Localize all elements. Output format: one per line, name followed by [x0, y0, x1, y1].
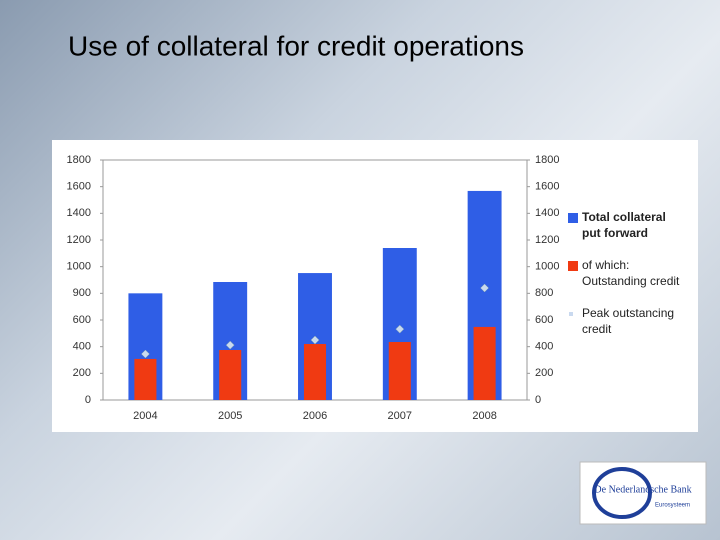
y2-tick-label: 1800 [535, 154, 559, 166]
y2-tick-label: 1200 [535, 234, 559, 246]
y-tick-label: 1800 [67, 154, 91, 166]
y2-tick-label: 800 [535, 287, 553, 299]
bar [134, 358, 157, 400]
x-tick-label: 2006 [303, 410, 327, 422]
logo: De Nederlandsche Bank Eurosysteem [579, 461, 707, 525]
y-tick-label: 0 [85, 394, 91, 406]
y-tick-label: 600 [73, 314, 91, 326]
legend-label: of which: Outstanding credit [582, 258, 680, 288]
y2-tick-label: 1000 [535, 261, 559, 273]
legend-label: Peak outstancing credit [582, 306, 674, 336]
y2-tick-label: 200 [535, 367, 553, 379]
y-tick-label: 1600 [67, 181, 91, 193]
bar [219, 350, 242, 400]
legend-swatch [568, 213, 578, 223]
x-tick-label: 2004 [133, 410, 157, 422]
y-tick-label: 400 [73, 341, 91, 353]
y2-tick-label: 1600 [535, 181, 559, 193]
legend-swatch [569, 312, 573, 316]
slide-title: Use of collateral for credit operations [68, 30, 524, 61]
y2-tick-label: 1400 [535, 207, 559, 219]
y-tick-label: 1000 [67, 261, 91, 273]
y-tick-label: 1200 [67, 234, 91, 246]
peak-marker [395, 324, 405, 334]
peak-marker [480, 283, 489, 293]
x-tick-label: 2005 [218, 410, 242, 422]
logo-name: De Nederlandsche Bank [594, 484, 691, 495]
peak-marker [141, 349, 150, 359]
peak-marker [310, 335, 320, 345]
y-tick-label: 900 [73, 287, 91, 299]
peak-marker [225, 340, 235, 350]
y2-tick-label: 0 [535, 394, 541, 406]
logo-subtitle: Eurosysteem [655, 503, 690, 509]
logo-ring [592, 467, 652, 519]
legend-label: Total collateral put forward [582, 210, 666, 240]
legend-swatch [568, 261, 578, 271]
y2-tick-label: 400 [535, 341, 553, 353]
y-tick-label: 1400 [67, 207, 91, 219]
x-tick-label: 2008 [472, 410, 496, 422]
logo-box [579, 461, 707, 525]
y2-tick-label: 600 [535, 314, 553, 326]
bar [303, 344, 327, 400]
bar [388, 342, 411, 400]
y-tick-label: 200 [73, 367, 91, 379]
bar [473, 326, 496, 400]
x-tick-label: 2007 [388, 410, 412, 422]
